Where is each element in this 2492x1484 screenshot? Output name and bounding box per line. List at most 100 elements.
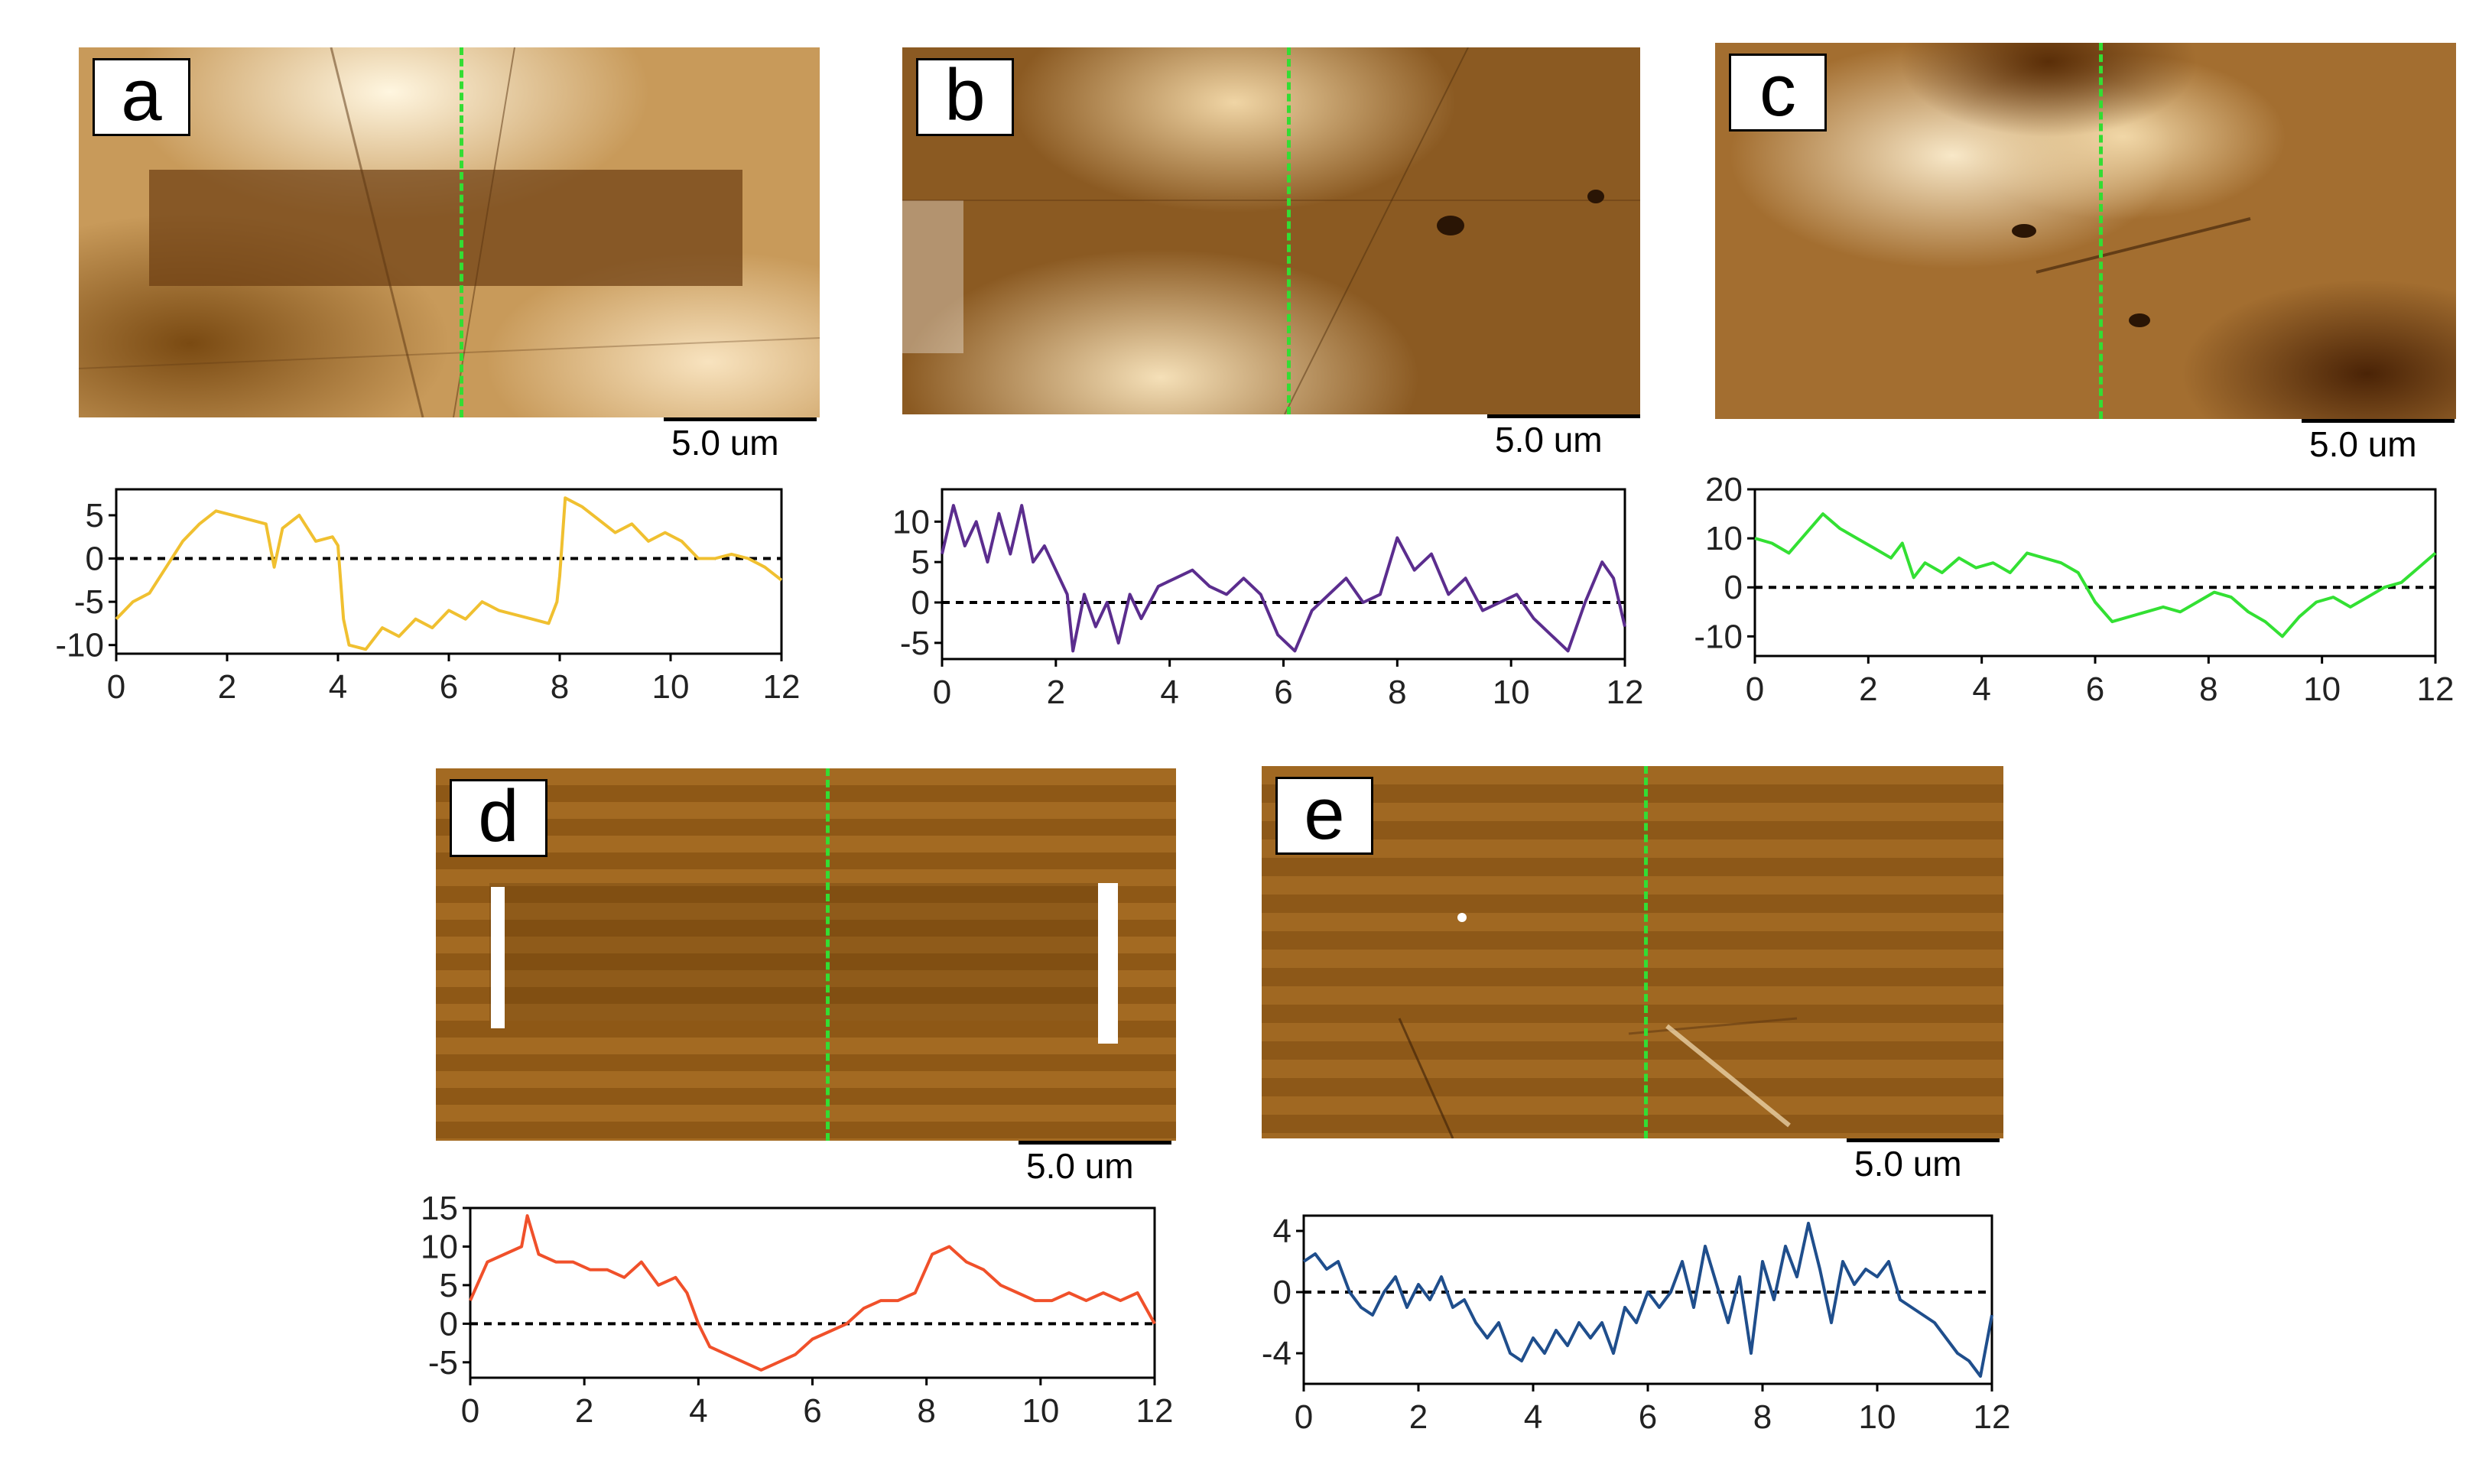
afm-height-map-a	[79, 47, 820, 417]
y-tick-label-b: -5	[900, 625, 930, 662]
x-tick-label-c: 12	[2417, 671, 2455, 708]
x-tick-label-b: 4	[1160, 674, 1178, 711]
x-tick-label-e: 0	[1295, 1398, 1313, 1436]
x-tick-label-a: 12	[763, 668, 801, 706]
scale-label-e: 5.0 um	[1854, 1144, 1962, 1184]
x-tick-label-a: 2	[218, 668, 236, 706]
plot-frame-d	[469, 1206, 1156, 1379]
x-tick-label-c: 10	[2303, 671, 2341, 708]
y-tick-label-c: -10	[1694, 618, 1743, 655]
x-tick-label-c: 0	[1746, 671, 1764, 708]
panel-label-c: c	[1729, 54, 1827, 132]
panel-label-e: e	[1275, 777, 1373, 855]
plot-frame-a	[115, 488, 783, 655]
afm-image-c: c	[1715, 43, 2456, 419]
y-tick-label-a: 5	[86, 497, 104, 534]
y-tick-label-d: 10	[421, 1228, 458, 1265]
x-tick-label-a: 4	[329, 668, 347, 706]
scale-bar-e	[1847, 1138, 2000, 1142]
series-line-b	[941, 504, 1626, 653]
y-tick-label-e: 0	[1273, 1274, 1291, 1311]
x-tick-label-d: 0	[461, 1392, 479, 1430]
scale-label-c: 5.0 um	[2309, 424, 2417, 464]
series-line-a	[115, 496, 783, 651]
guide-line-e	[1644, 766, 1648, 1138]
scale-bar-c	[2302, 419, 2455, 423]
y-tick-label-a: -5	[74, 583, 104, 621]
x-tick-label-c: 6	[2086, 671, 2104, 708]
scale-label-a: 5.0 um	[671, 423, 779, 463]
y-tick-label-e: 4	[1273, 1213, 1291, 1250]
y-tick-label-b: 5	[911, 544, 930, 581]
guide-line-b	[1287, 47, 1291, 414]
series-line-c	[1754, 512, 2437, 638]
x-tick-label-a: 10	[652, 668, 690, 706]
x-tick-label-e: 12	[1974, 1398, 2011, 1436]
y-tick-label-d: 0	[440, 1305, 458, 1343]
plot-frame-b	[941, 488, 1626, 661]
x-tick-label-b: 12	[1607, 674, 1644, 711]
plot-frame-c	[1753, 488, 2437, 658]
afm-image-d: d	[436, 768, 1176, 1141]
x-tick-label-b: 0	[933, 674, 951, 711]
y-tick-label-c: 10	[1705, 520, 1743, 557]
afm-height-map-b	[902, 47, 1640, 414]
x-tick-label-c: 8	[2199, 671, 2217, 708]
x-tick-label-d: 6	[803, 1392, 821, 1430]
y-tick-label-d: 5	[440, 1267, 458, 1304]
x-tick-label-e: 2	[1409, 1398, 1428, 1436]
x-tick-label-d: 8	[917, 1392, 935, 1430]
guide-line-c	[2099, 43, 2103, 419]
x-tick-label-b: 8	[1388, 674, 1406, 711]
x-tick-label-b: 2	[1047, 674, 1065, 711]
afm-image-b: b	[902, 47, 1640, 414]
scale-bar-d	[1019, 1141, 1171, 1145]
afm-image-a: a	[79, 47, 820, 417]
x-tick-label-c: 2	[1859, 671, 1877, 708]
scale-label-b: 5.0 um	[1495, 420, 1603, 459]
panel-label-a: a	[93, 58, 190, 136]
x-tick-label-d: 10	[1022, 1392, 1059, 1430]
y-tick-label-b: 10	[892, 503, 930, 541]
guide-line-d	[826, 768, 830, 1141]
afm-height-map-c	[1715, 43, 2456, 419]
profile-plot-a: 0 2 4 6 8 10 12 5 0 -5 -10	[55, 488, 801, 706]
x-tick-label-e: 10	[1859, 1398, 1896, 1436]
x-tick-label-a: 8	[551, 668, 569, 706]
x-tick-label-d: 4	[689, 1392, 707, 1430]
scale-bar-a	[664, 417, 817, 421]
afm-height-map-e	[1262, 766, 2003, 1138]
y-tick-label-a: 0	[86, 541, 104, 578]
y-tick-label-a: -10	[55, 627, 104, 664]
series-line-d	[469, 1214, 1156, 1372]
x-tick-label-c: 4	[1972, 671, 1990, 708]
afm-image-e: e	[1262, 766, 2003, 1138]
y-tick-label-d: 15	[421, 1190, 458, 1227]
plot-frame-e	[1302, 1214, 1993, 1385]
afm-height-map-d	[436, 768, 1176, 1141]
x-tick-label-d: 2	[575, 1392, 593, 1430]
guide-line-a	[460, 47, 463, 417]
scale-label-d: 5.0 um	[1026, 1146, 1134, 1186]
y-tick-label-d: -5	[428, 1344, 458, 1382]
y-tick-label-e: -4	[1262, 1335, 1291, 1372]
series-line-e	[1302, 1222, 1993, 1378]
x-tick-label-e: 8	[1753, 1398, 1772, 1436]
scale-bar-b	[1487, 414, 1640, 418]
x-tick-label-e: 6	[1639, 1398, 1657, 1436]
x-tick-label-a: 6	[440, 668, 458, 706]
x-tick-label-d: 12	[1136, 1392, 1174, 1430]
x-tick-label-a: 0	[107, 668, 125, 706]
panel-label-b: b	[916, 58, 1014, 136]
y-tick-label-b: 0	[911, 584, 930, 622]
x-tick-label-e: 4	[1524, 1398, 1542, 1436]
y-tick-label-c: 0	[1724, 569, 1743, 606]
panel-label-d: d	[450, 779, 547, 857]
x-tick-label-b: 6	[1274, 674, 1292, 711]
y-tick-label-c: 20	[1705, 471, 1743, 508]
x-tick-label-b: 10	[1493, 674, 1530, 711]
